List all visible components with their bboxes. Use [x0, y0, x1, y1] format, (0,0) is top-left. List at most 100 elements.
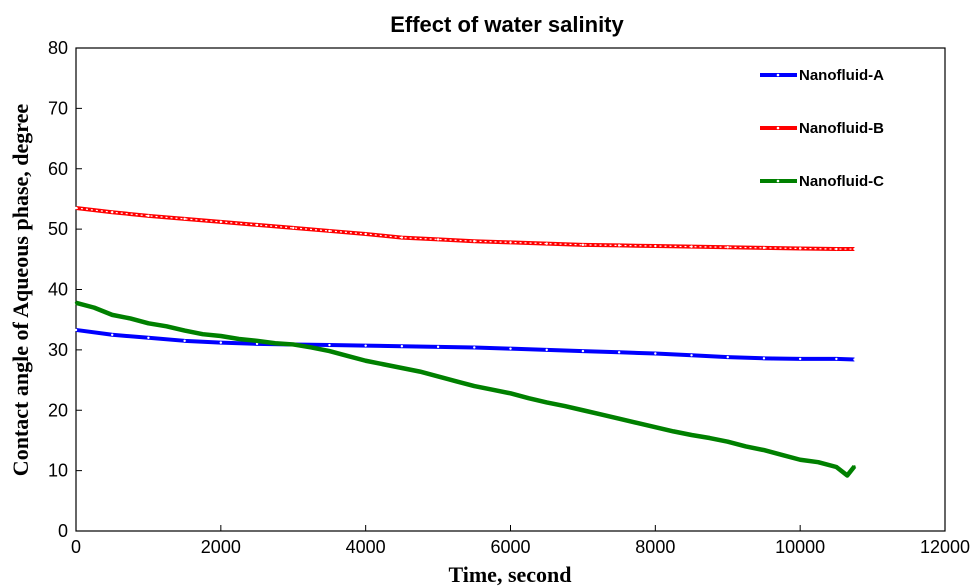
data-point [835, 465, 838, 469]
data-point [853, 247, 856, 251]
data-point [418, 370, 422, 373]
data-point [780, 453, 784, 457]
data-point [672, 430, 675, 433]
data-point [328, 343, 331, 347]
data-point [599, 413, 603, 416]
x-tick-label: 4000 [346, 537, 386, 557]
data-point [147, 322, 150, 325]
y-tick-label: 20 [48, 400, 68, 420]
data-point [237, 337, 241, 341]
data-point [690, 245, 693, 248]
data-point [654, 425, 657, 429]
series-nanofluid-c [74, 300, 857, 478]
data-point [273, 342, 277, 345]
data-point [636, 421, 639, 425]
x-tick-label: 12000 [920, 537, 970, 557]
data-point [762, 246, 766, 250]
legend-label: Nanofluid-C [799, 173, 884, 190]
data-point [219, 341, 223, 344]
data-point [473, 346, 476, 349]
data-point [328, 229, 331, 233]
data-point [726, 440, 729, 443]
data-point [798, 247, 802, 250]
data-point [744, 445, 748, 448]
data-point [292, 343, 295, 346]
data-point [147, 214, 150, 218]
data-point [545, 348, 548, 352]
legend-marker [776, 126, 780, 130]
data-point [165, 325, 168, 328]
data-point [509, 392, 512, 395]
data-point [545, 401, 548, 404]
data-point [436, 238, 440, 241]
data-point [654, 352, 657, 355]
data-point [726, 246, 729, 249]
data-point [201, 332, 204, 336]
y-tick-label: 0 [58, 521, 68, 541]
data-point [509, 241, 512, 244]
data-point [581, 349, 585, 353]
legend-label: Nanofluid-A [799, 67, 884, 84]
y-tick-label: 10 [48, 461, 68, 481]
data-point [454, 380, 458, 383]
legend-marker [776, 73, 780, 77]
x-tick-label: 2000 [201, 537, 241, 557]
y-tick-label: 30 [48, 340, 68, 360]
data-point [690, 433, 693, 437]
y-tick-label: 60 [48, 159, 68, 179]
legend-marker [776, 179, 780, 183]
series-marker-trace [75, 207, 855, 250]
data-point [762, 448, 766, 452]
chart-title: Effect of water salinity [390, 12, 624, 37]
data-point [654, 244, 657, 248]
x-axis-title: Time, second [448, 562, 571, 586]
data-point [400, 345, 404, 348]
x-tick-label: 10000 [775, 537, 825, 557]
data-point [364, 232, 367, 236]
data-point [473, 240, 476, 243]
data-point [798, 458, 802, 461]
legend: Nanofluid-A Nanofluid-B Nanofluid-C [760, 67, 884, 190]
data-point [111, 313, 114, 317]
data-point [581, 409, 585, 412]
data-point [617, 244, 621, 247]
series-line [75, 300, 857, 478]
data-point [853, 465, 856, 468]
data-point [147, 336, 150, 339]
data-point [292, 226, 295, 230]
data-point [617, 351, 621, 354]
data-point [310, 346, 313, 349]
y-axis: 0 10 20 30 40 50 60 70 80 [48, 38, 82, 541]
data-point [92, 306, 96, 309]
data-point [527, 396, 530, 400]
legend-item: Nanofluid-A [760, 67, 884, 84]
data-point [74, 301, 78, 304]
y-tick-label: 70 [48, 98, 68, 118]
data-point [183, 329, 186, 332]
y-tick-label: 40 [48, 280, 68, 300]
data-point [436, 375, 440, 378]
data-point [346, 354, 349, 358]
data-point [255, 223, 259, 227]
x-tick-label: 0 [71, 537, 81, 557]
data-point [74, 206, 78, 210]
data-point [563, 404, 567, 408]
data-point [853, 358, 856, 361]
legend-item: Nanofluid-B [760, 120, 884, 137]
data-point [364, 359, 367, 362]
data-point [111, 333, 114, 336]
data-point [509, 347, 512, 350]
x-tick-label: 8000 [635, 537, 675, 557]
data-point [255, 342, 259, 346]
data-point [74, 328, 78, 332]
data-point [129, 317, 132, 320]
data-point [111, 211, 114, 214]
y-tick-label: 50 [48, 219, 68, 239]
data-point [708, 436, 711, 440]
data-point [835, 247, 838, 251]
legend-item: Nanofluid-C [760, 173, 884, 190]
data-point [436, 345, 440, 349]
data-point [762, 357, 766, 360]
x-axis: 0 2000 4000 6000 8000 10000 12000 [71, 525, 970, 557]
